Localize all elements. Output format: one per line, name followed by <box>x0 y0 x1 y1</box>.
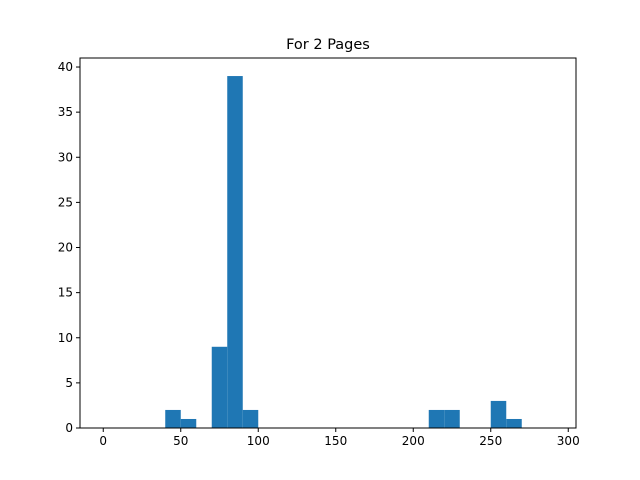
bars-group <box>165 76 522 429</box>
histogram-bar-4 <box>242 409 259 428</box>
y-tick-label-2: 10 <box>58 331 73 345</box>
histogram-bar-7 <box>490 400 507 428</box>
x-tick-label-0: 0 <box>99 434 107 448</box>
y-axis: 0 5 10 15 20 25 30 35 40 <box>58 60 80 435</box>
chart-title: For 2 Pages <box>286 37 370 53</box>
histogram-bar-3 <box>227 76 243 429</box>
plot-frame <box>79 57 577 429</box>
histogram-bar-6 <box>444 409 460 428</box>
histogram-bar-1 <box>180 418 197 428</box>
y-tick-label-1: 5 <box>65 376 73 390</box>
y-tick-label-4: 20 <box>58 241 73 255</box>
y-tick-label-8: 40 <box>58 60 73 74</box>
histogram-bar-0 <box>165 409 181 428</box>
histogram-bar-2 <box>211 346 228 428</box>
y-tick-label-6: 30 <box>58 150 73 164</box>
y-tick-label-0: 0 <box>65 421 73 435</box>
y-tick-label-7: 35 <box>58 105 73 119</box>
x-tick-label-1: 50 <box>173 434 188 448</box>
x-tick-label-2: 100 <box>247 434 270 448</box>
x-tick-label-6: 300 <box>557 434 580 448</box>
histogram-bar-5 <box>428 409 445 428</box>
x-axis: 0 50 100 150 200 250 300 <box>99 428 580 448</box>
y-tick-label-5: 25 <box>58 195 73 209</box>
x-tick-label-5: 250 <box>479 434 502 448</box>
y-tick-label-3: 15 <box>58 286 73 300</box>
x-tick-label-3: 150 <box>324 434 347 448</box>
histogram-bar-8 <box>506 418 522 428</box>
x-tick-label-4: 200 <box>402 434 425 448</box>
